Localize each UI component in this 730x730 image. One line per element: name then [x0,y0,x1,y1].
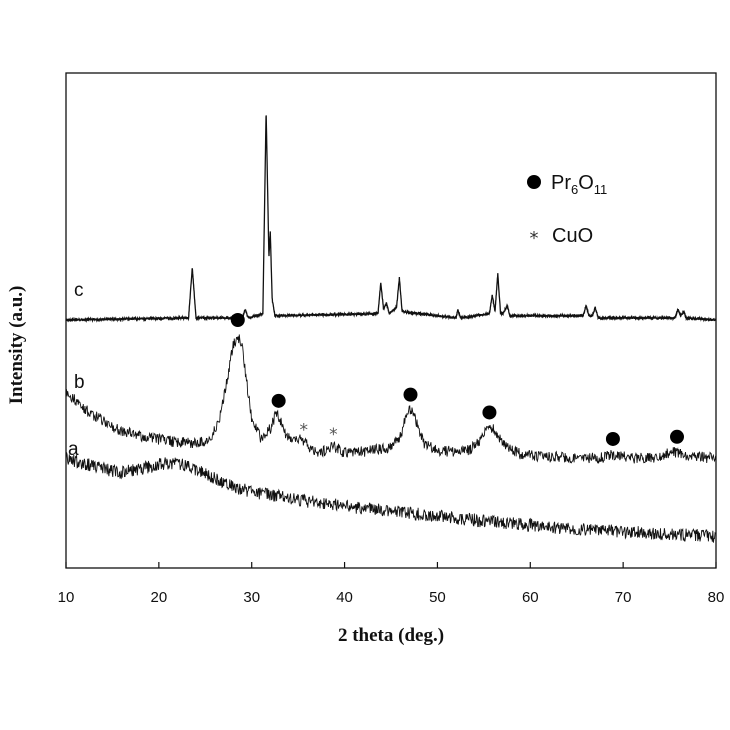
legend-label-cuo: CuO [552,225,593,247]
pr6o11-peak-marker-1 [271,393,286,408]
pr6o11-peak-marker-3 [482,405,497,420]
y-axis-title: Intensity (a.u.) [6,286,27,405]
series-line-c [65,115,717,324]
curve-label-a: a [68,439,79,460]
legend-label-pr6o11: Pr6O11 [551,172,607,197]
legend: Pr6O11 * CuO [527,172,607,249]
curve-label-b: b [74,372,85,393]
x-axis-ticks: 10 20 30 40 50 60 70 80 [58,562,725,606]
x-tick-label-60: 60 [522,589,539,606]
x-axis-title: 2 theta (deg.) [338,625,444,646]
cuo-peak-marker-1: * [329,425,338,445]
x-tick-label-80: 80 [708,589,725,606]
legend-marker-circle [527,175,541,189]
x-tick-label-10: 10 [58,589,75,606]
series-layer [65,115,717,543]
pr6o11-peak-marker-0 [230,313,245,327]
x-tick-label-30: 30 [243,589,260,606]
cuo-peak-marker-0: * [299,421,308,441]
pr6o11-peak-marker-5 [670,429,684,444]
x-tick-label-40: 40 [336,589,353,606]
pr6o11-peak-marker-2 [403,387,418,402]
legend-marker-asterisk: * [530,228,539,249]
plot-frame [65,72,717,569]
series-line-a [65,452,716,543]
x-tick-label-20: 20 [151,589,168,606]
series-line-b [65,334,717,464]
pr6o11-peak-marker-4 [605,431,620,446]
x-tick-label-70: 70 [615,589,632,606]
x-tick-label-50: 50 [429,589,446,606]
marker-layer: * * [230,313,684,446]
curve-label-c: c [74,280,84,301]
